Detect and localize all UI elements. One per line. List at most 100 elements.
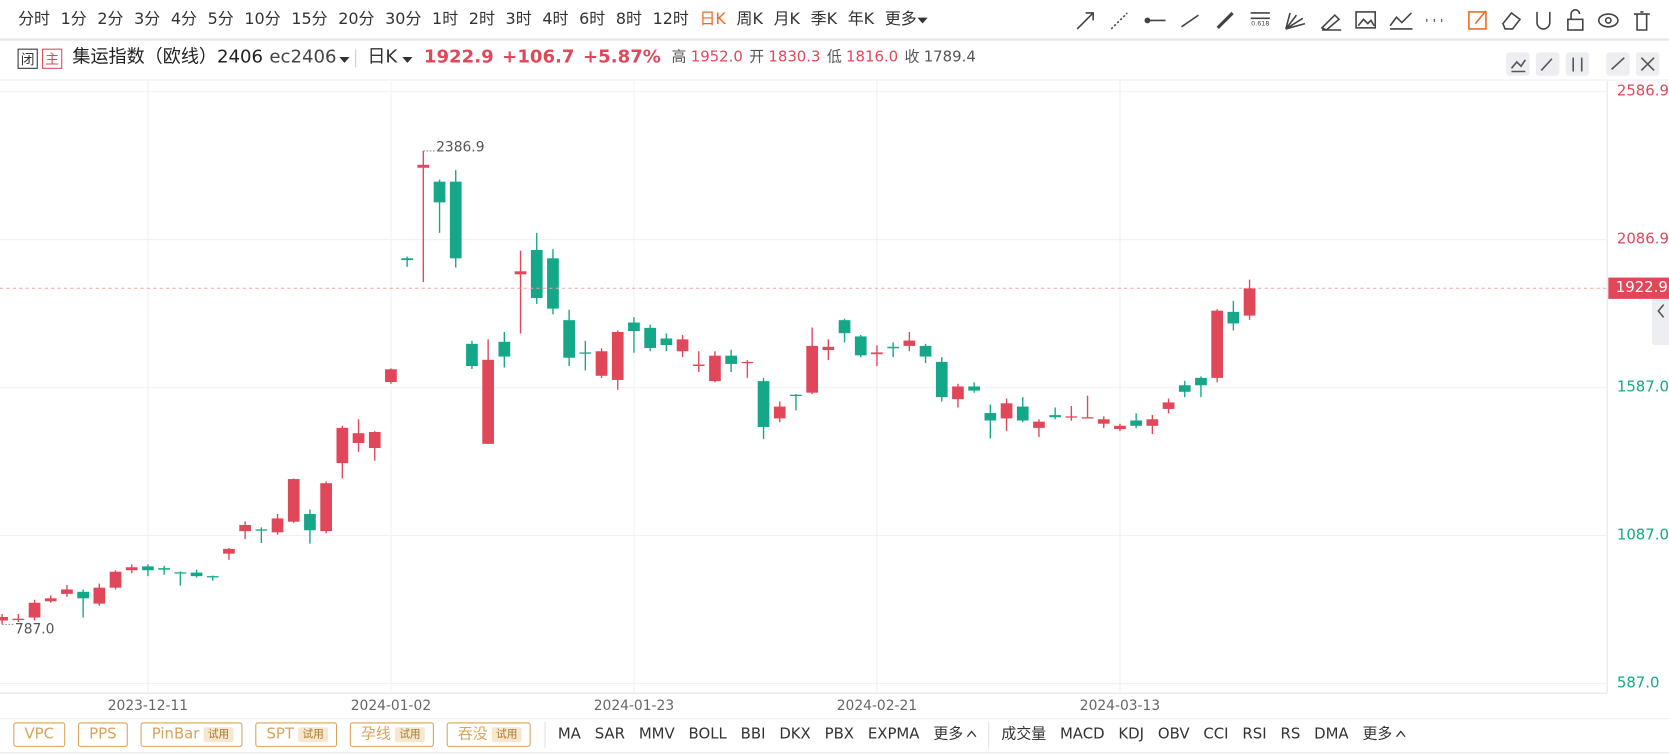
fan-tool[interactable] [1285,12,1306,30]
x-tick-label: 2023-12-11 [108,698,188,714]
magnet-tool[interactable] [1536,11,1551,30]
price-change-pct: +5.87% [583,47,661,68]
candle-body [563,320,575,358]
delete-tool[interactable] [1633,11,1650,31]
more-tab[interactable]: 更多 [885,9,917,28]
image-glyph [1357,18,1375,27]
period-tab[interactable]: 1时 [432,9,458,28]
period-tab[interactable]: 8时 [616,9,642,28]
x-tick-label: 2024-01-23 [594,698,674,714]
candle-body [935,361,948,398]
indicator-tab[interactable]: KDJ [1118,725,1144,743]
arrow-tool[interactable] [1076,12,1094,30]
period-tab[interactable]: 季K [811,9,838,28]
chart-tool[interactable] [1389,12,1413,30]
candle-body [806,345,819,393]
ray-tool[interactable] [1110,12,1128,30]
period-tab[interactable]: 12时 [653,9,689,28]
candle-body [1081,417,1094,419]
period-tab[interactable]: 周K [737,9,764,28]
button[interactable] [1565,52,1590,76]
indicator-tab[interactable]: DKX [779,725,810,743]
candle-body [271,518,284,533]
candle-body [790,394,802,397]
indicator-tab[interactable]: 成交量 [1001,725,1046,743]
pattern-button[interactable] [13,722,66,747]
period-tab[interactable]: 15分 [291,9,327,28]
instrument-name: 集运指数（欧线）2406 [72,47,263,68]
period-tab[interactable]: 3分 [134,9,160,28]
stat-label: 收 [905,48,920,66]
period-tab[interactable]: 6时 [579,9,605,28]
candle-body [871,352,883,355]
pattern-button[interactable] [78,722,128,747]
stat-value: 1952.0 [691,48,743,66]
candle-body [239,524,251,532]
indicator-tab[interactable]: MMV [639,725,676,743]
period-tab[interactable]: 年K [848,9,875,28]
candle-body [482,359,494,444]
period-tab[interactable]: 分时 [18,9,50,28]
indicator-tab[interactable]: DMA [1314,725,1349,743]
indicator-tab[interactable]: RSI [1242,725,1266,743]
candle-body [320,483,332,532]
period-tab[interactable]: 1分 [61,9,87,28]
lock-tool[interactable] [1567,18,1584,31]
image-tool[interactable] [1355,11,1377,29]
candle-body [725,355,737,364]
period-tab[interactable]: 月K [774,9,801,28]
period-tab[interactable]: 日K [699,9,726,28]
indicator-tab[interactable]: PBX [825,725,854,743]
ui-layer: 分时 1分 2分 3分 4分 5分 10分 15分 20分 30分 1时 2时 3时 4时 6时 8时 12时日… [13,9,1669,749]
candle-body [547,258,559,309]
candle-body [644,327,656,348]
candle-body [676,339,689,352]
status-badge: 主 [45,52,59,68]
candle-body [401,258,413,261]
candle-body [77,591,89,599]
candle-body [12,618,25,621]
indicator-tab[interactable]: CCI [1203,725,1228,743]
stat-value: 1789.4 [924,48,976,66]
indicator-tab[interactable]: RS [1280,725,1300,743]
trial-badge [491,727,522,743]
eraser-tool[interactable] [1502,11,1522,30]
candle-body [1178,385,1191,392]
period-tab[interactable]: 3时 [506,9,532,28]
indicator-tab[interactable]: SAR [595,725,625,743]
indicator-tab[interactable]: MACD [1060,725,1105,743]
last-price-tag-label: 1922.9 [1616,278,1668,296]
candle-body [174,572,187,574]
pen-tool[interactable] [1216,11,1234,30]
indicator-tab[interactable]: BOLL [689,725,728,743]
brush-tool[interactable] [1320,13,1342,31]
candle-body [498,341,511,357]
fib-tool[interactable] [1250,12,1270,20]
candle-body [1195,377,1207,386]
indicator-tab[interactable]: OBV [1158,725,1190,743]
last-price-tag [1608,277,1669,299]
period-tab[interactable]: 30分 [385,9,421,28]
indicator-tab[interactable]: EXPMA [868,725,920,743]
period-tab[interactable]: 10分 [244,9,280,28]
status-badge-box [17,48,38,69]
period-tab[interactable]: 4时 [542,9,568,28]
indicator-tab[interactable]: BBI [741,725,766,743]
indicator-tab[interactable]: MA [558,725,582,743]
drawing-tools[interactable] [1076,8,1650,31]
period-tab[interactable]: 20分 [338,9,374,28]
period-tab[interactable]: 2时 [469,9,495,28]
pattern-name: SPT [266,725,294,743]
more-tab[interactable]: 更多 [933,725,963,743]
period-tab[interactable]: 5分 [208,9,234,28]
panel-buttons[interactable] [1506,52,1660,76]
period-tab[interactable]: 4分 [171,9,197,28]
visibility-tool[interactable] [1597,13,1619,28]
edit-tool[interactable] [1468,11,1487,30]
candle-body [1162,402,1175,409]
more-tab[interactable]: 更多 [1362,725,1392,743]
period-tab[interactable]: 2分 [97,9,123,28]
stat-label: 低 [827,48,842,66]
x-tick-label: 2024-01-02 [351,698,431,714]
segment-tool[interactable] [1181,14,1199,28]
